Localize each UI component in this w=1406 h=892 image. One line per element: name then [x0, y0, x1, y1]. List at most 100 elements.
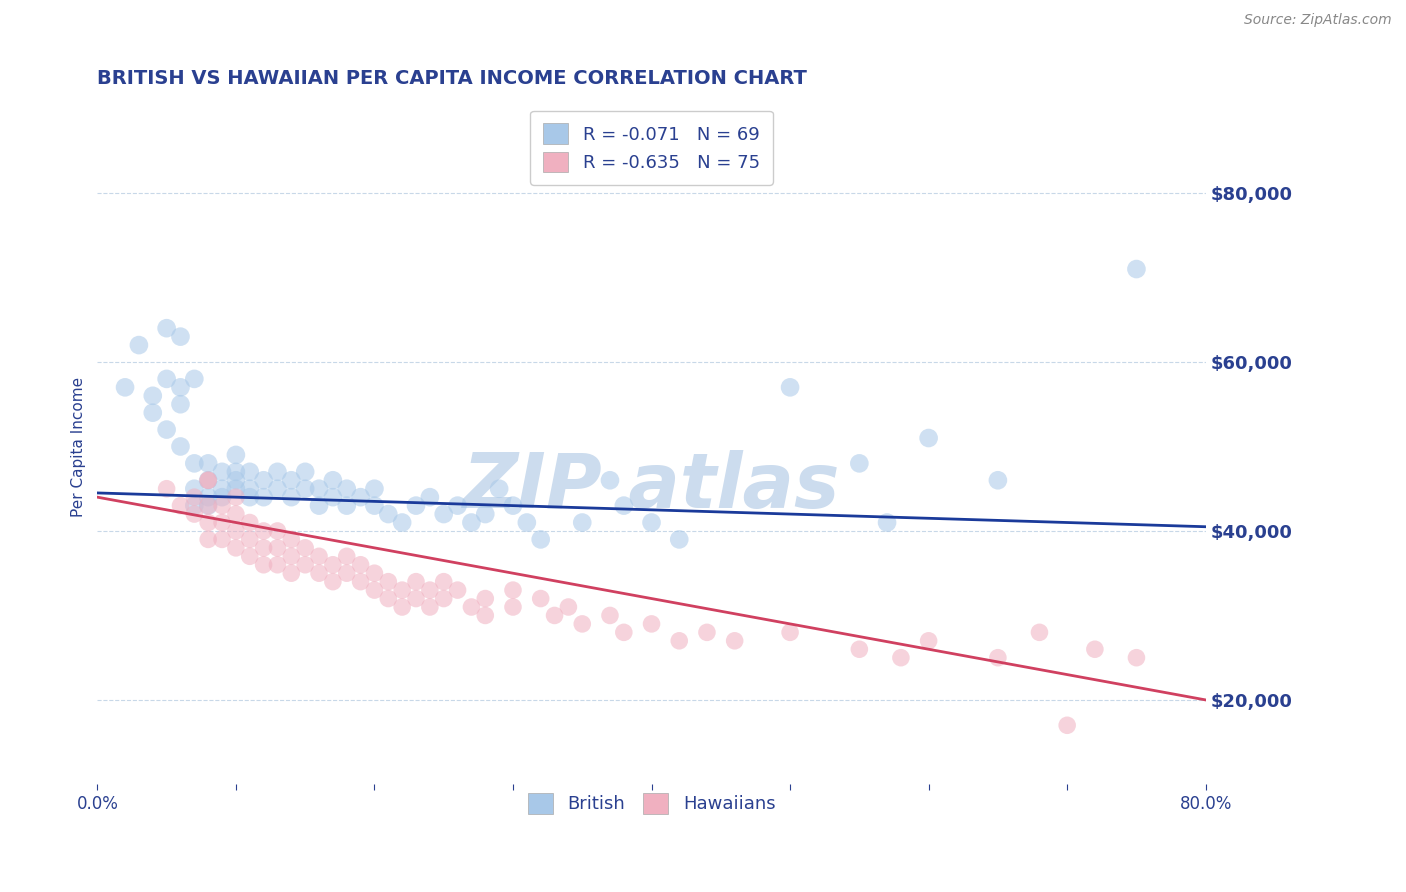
Point — [225, 490, 247, 504]
Point — [197, 499, 219, 513]
Point — [169, 440, 191, 454]
Point — [876, 516, 898, 530]
Point — [599, 608, 621, 623]
Text: Source: ZipAtlas.com: Source: ZipAtlas.com — [1244, 13, 1392, 28]
Y-axis label: Per Capita Income: Per Capita Income — [72, 376, 86, 516]
Point — [225, 473, 247, 487]
Point — [266, 558, 288, 572]
Point — [336, 566, 359, 581]
Point — [557, 599, 579, 614]
Point — [322, 558, 344, 572]
Point — [266, 465, 288, 479]
Point — [239, 465, 262, 479]
Point — [280, 566, 302, 581]
Point — [183, 499, 205, 513]
Point — [363, 566, 385, 581]
Point — [252, 541, 274, 555]
Text: BRITISH VS HAWAIIAN PER CAPITA INCOME CORRELATION CHART: BRITISH VS HAWAIIAN PER CAPITA INCOME CO… — [97, 69, 807, 87]
Point — [848, 456, 870, 470]
Point — [502, 583, 524, 598]
Point — [377, 507, 399, 521]
Point — [211, 465, 233, 479]
Point — [183, 490, 205, 504]
Point — [848, 642, 870, 657]
Point — [239, 482, 262, 496]
Point — [530, 533, 553, 547]
Point — [405, 574, 427, 589]
Point — [211, 499, 233, 513]
Point — [266, 482, 288, 496]
Point — [114, 380, 136, 394]
Point — [225, 541, 247, 555]
Point — [239, 533, 262, 547]
Point — [1084, 642, 1107, 657]
Point — [349, 558, 371, 572]
Point — [419, 583, 441, 598]
Point — [419, 599, 441, 614]
Point — [502, 599, 524, 614]
Point — [377, 591, 399, 606]
Point — [183, 372, 205, 386]
Point — [156, 372, 179, 386]
Point — [197, 490, 219, 504]
Point — [391, 583, 413, 598]
Point — [363, 583, 385, 598]
Point — [225, 507, 247, 521]
Point — [640, 516, 662, 530]
Point — [169, 380, 191, 394]
Point — [308, 566, 330, 581]
Point — [183, 482, 205, 496]
Point — [322, 574, 344, 589]
Point — [322, 490, 344, 504]
Point — [169, 499, 191, 513]
Point — [349, 490, 371, 504]
Point — [377, 574, 399, 589]
Point — [391, 516, 413, 530]
Point — [474, 507, 496, 521]
Point — [779, 380, 801, 394]
Point — [156, 321, 179, 335]
Point — [391, 599, 413, 614]
Point — [336, 549, 359, 564]
Point — [474, 608, 496, 623]
Point — [211, 482, 233, 496]
Point — [363, 499, 385, 513]
Point — [1125, 262, 1147, 277]
Point — [280, 549, 302, 564]
Point — [543, 608, 565, 623]
Point — [197, 516, 219, 530]
Point — [197, 499, 219, 513]
Point — [446, 583, 468, 598]
Point — [308, 482, 330, 496]
Point — [405, 591, 427, 606]
Point — [460, 516, 482, 530]
Point — [1028, 625, 1050, 640]
Legend: British, Hawaiians: British, Hawaiians — [519, 784, 785, 822]
Point — [613, 625, 636, 640]
Point — [571, 616, 593, 631]
Point — [779, 625, 801, 640]
Point — [239, 516, 262, 530]
Point — [474, 591, 496, 606]
Point — [169, 329, 191, 343]
Point — [225, 482, 247, 496]
Point — [197, 456, 219, 470]
Point — [252, 490, 274, 504]
Point — [183, 507, 205, 521]
Point — [308, 549, 330, 564]
Point — [349, 574, 371, 589]
Point — [239, 549, 262, 564]
Point — [225, 524, 247, 538]
Point — [294, 541, 316, 555]
Point — [488, 482, 510, 496]
Point — [197, 473, 219, 487]
Point — [917, 431, 939, 445]
Point — [142, 406, 165, 420]
Point — [516, 516, 538, 530]
Point — [252, 524, 274, 538]
Point — [363, 482, 385, 496]
Point — [336, 482, 359, 496]
Point — [530, 591, 553, 606]
Point — [225, 465, 247, 479]
Point — [613, 499, 636, 513]
